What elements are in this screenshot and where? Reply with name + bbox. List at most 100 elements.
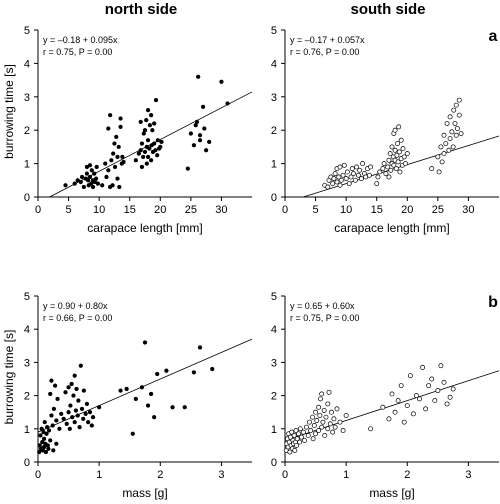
data-point — [89, 423, 94, 428]
data-point — [392, 127, 398, 133]
data-point — [92, 171, 97, 176]
x-tick-label: 0 — [35, 204, 41, 216]
data-point — [155, 138, 160, 143]
x-axis-label: carapace length [mm] — [87, 221, 202, 235]
data-point — [391, 162, 397, 168]
x-tick-label: 5 — [66, 204, 72, 216]
data-point — [54, 418, 59, 423]
data-point — [303, 424, 309, 430]
data-point — [148, 158, 154, 163]
data-point — [90, 184, 96, 190]
data-point — [349, 166, 355, 172]
data-point — [330, 429, 336, 435]
data-point — [314, 418, 320, 423]
data-point — [401, 154, 407, 160]
data-point — [311, 423, 317, 428]
data-point — [456, 112, 462, 118]
data-point — [383, 171, 389, 177]
data-point — [145, 108, 151, 113]
data-point — [74, 386, 79, 392]
data-point — [386, 416, 392, 422]
data-point — [66, 385, 71, 390]
data-point — [158, 144, 163, 150]
data-point — [84, 401, 90, 407]
data-point — [404, 403, 410, 409]
data-point — [54, 441, 59, 446]
data-point — [319, 391, 325, 397]
data-point — [447, 394, 453, 400]
data-point — [136, 151, 142, 156]
data-point — [210, 366, 215, 372]
data-point — [152, 415, 157, 420]
data-point — [297, 439, 303, 445]
data-point — [118, 116, 123, 121]
data-point — [144, 118, 149, 123]
data-point — [69, 381, 74, 387]
data-point — [340, 172, 346, 178]
data-point — [291, 432, 297, 438]
data-point — [396, 149, 402, 155]
data-point — [79, 174, 85, 180]
data-point — [316, 404, 322, 410]
x-tick-label: 2 — [404, 469, 410, 481]
data-point — [72, 181, 77, 186]
data-point — [70, 415, 75, 420]
data-point — [451, 107, 457, 113]
data-point — [110, 183, 115, 188]
data-point — [321, 408, 327, 413]
data-point — [188, 131, 194, 136]
data-point — [81, 416, 86, 421]
y-tick-label: 5 — [271, 291, 277, 303]
data-point — [109, 158, 114, 163]
data-point — [348, 174, 354, 180]
data-point — [104, 174, 109, 180]
data-point — [49, 413, 54, 418]
data-point — [225, 101, 230, 106]
x-tick-label: 20 — [401, 204, 413, 216]
data-point — [410, 411, 416, 417]
data-point — [308, 428, 314, 433]
data-point — [46, 446, 51, 451]
data-point — [46, 428, 52, 433]
data-point — [203, 148, 209, 153]
data-point — [343, 413, 349, 418]
data-point — [164, 368, 169, 373]
x-tick-label: 3 — [465, 469, 471, 481]
data-point — [139, 385, 145, 390]
data-point — [111, 151, 116, 156]
data-point — [144, 161, 149, 166]
data-point — [194, 119, 200, 124]
data-point — [377, 169, 383, 175]
data-point — [313, 431, 319, 437]
data-point — [139, 164, 145, 170]
data-point — [43, 449, 49, 455]
data-point — [435, 388, 441, 394]
x-tick-label: 30 — [215, 204, 227, 216]
data-point — [332, 424, 338, 430]
data-point — [436, 169, 442, 175]
data-point — [52, 383, 58, 388]
data-point — [340, 428, 346, 433]
data-point — [133, 396, 138, 402]
data-point — [51, 406, 57, 412]
chart-panel-4: b 0 1 2 3 4 5 0 1 2 3 mass [g] y = 0.65 + 0.60x r = 0… — [271, 291, 500, 500]
data-point — [317, 413, 323, 418]
data-point — [337, 182, 343, 188]
data-point — [441, 379, 447, 385]
data-point — [386, 157, 392, 163]
data-point — [380, 404, 386, 410]
data-point — [360, 161, 366, 167]
data-point — [142, 128, 148, 133]
data-point — [152, 121, 157, 126]
data-point — [148, 113, 154, 118]
data-point — [450, 386, 456, 392]
y-tick-label: 5 — [24, 291, 30, 303]
data-point — [71, 393, 76, 398]
data-point — [85, 178, 91, 183]
data-point — [344, 169, 350, 175]
data-point — [138, 148, 143, 153]
y-tick-label: 2 — [271, 125, 277, 137]
data-point — [57, 426, 62, 431]
regression-equation: y = 0.65 + 0.60x — [290, 301, 355, 311]
y-tick-label: 1 — [24, 424, 30, 436]
